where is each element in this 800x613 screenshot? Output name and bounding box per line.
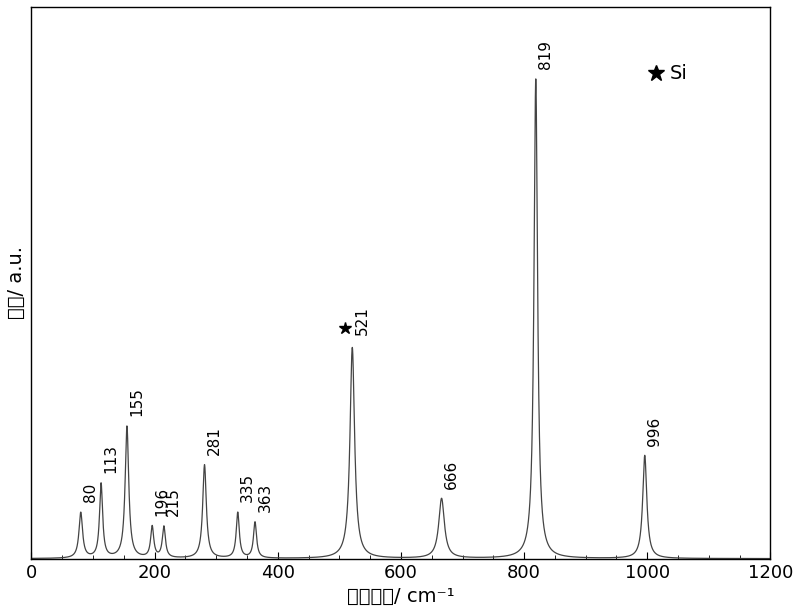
Y-axis label: 强度/ a.u.: 强度/ a.u.	[7, 246, 26, 319]
Text: 666: 666	[444, 459, 459, 489]
Text: Si: Si	[670, 64, 687, 83]
Text: 80: 80	[83, 483, 98, 503]
Text: 521: 521	[354, 306, 370, 335]
X-axis label: 拉曼位移/ cm⁻¹: 拉曼位移/ cm⁻¹	[347, 587, 454, 606]
Text: 819: 819	[538, 40, 554, 69]
Text: 113: 113	[103, 444, 118, 473]
Text: 996: 996	[647, 416, 662, 446]
Text: 281: 281	[207, 426, 222, 455]
Text: 155: 155	[130, 387, 145, 416]
Text: 196: 196	[154, 487, 170, 516]
Text: 215: 215	[166, 487, 182, 516]
Text: 335: 335	[240, 473, 255, 503]
Text: 363: 363	[258, 483, 273, 512]
